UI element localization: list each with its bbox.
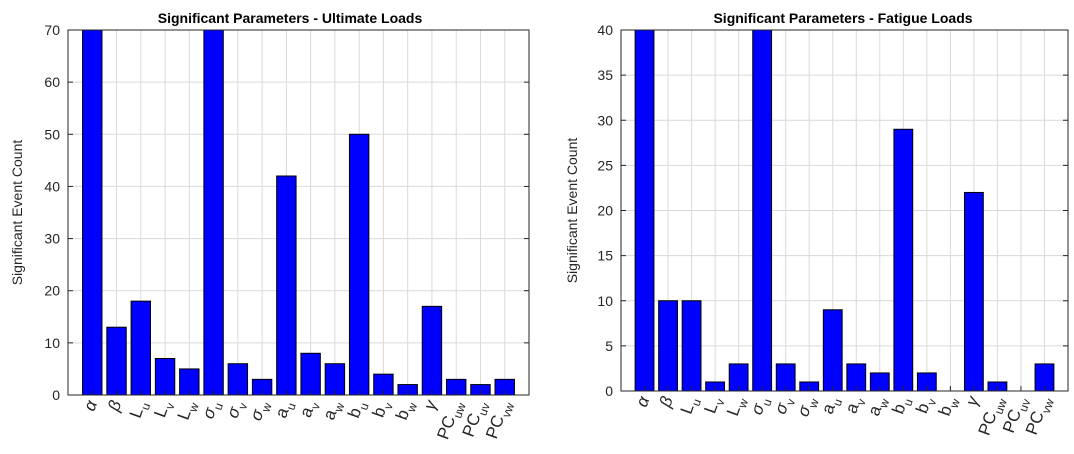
bar — [300, 352, 321, 396]
y-tick-label: 35 — [597, 67, 613, 83]
y-tick-label: 30 — [44, 231, 60, 247]
x-tick-label: σv — [771, 394, 799, 418]
x-tick-label: aw — [864, 394, 892, 420]
bar — [421, 305, 443, 396]
x-tick-label: σu — [198, 398, 226, 423]
y-axis-label: Significant Event Count — [9, 140, 25, 286]
bar — [82, 29, 103, 396]
y-tick-label: 10 — [597, 293, 613, 309]
y-axis-label: Significant Event Count — [564, 138, 580, 284]
fatigue-loads-chart: 0 5 10 15 20 25 30 35 40 α β LuLvLwσuσvσwauavawbubv… — [564, 10, 1069, 438]
bar — [658, 300, 678, 392]
y-tick-label: 5 — [605, 338, 613, 354]
y-tick-label: 20 — [44, 283, 60, 299]
x-tick-label: σu — [747, 394, 775, 419]
y-tick-label: 0 — [52, 387, 60, 403]
x-tick-label: Lv — [150, 398, 177, 421]
x-tick-label: bw — [392, 398, 420, 424]
x-tick-label: bu — [888, 394, 915, 418]
bar — [130, 300, 151, 396]
axes-box — [67, 29, 530, 396]
x-tick-label: β — [104, 398, 126, 415]
y-tick-label: 30 — [597, 112, 613, 128]
bar — [822, 309, 843, 392]
x-tick-label: bv — [912, 394, 939, 417]
x-tick-label: av — [842, 394, 869, 417]
x-tick-label: α — [632, 393, 654, 410]
y-tick-label: 70 — [44, 22, 60, 38]
y-tick-label: 40 — [597, 22, 613, 38]
y-tick-label: 50 — [44, 126, 60, 142]
x-tick-label: σw — [793, 394, 822, 421]
x-tick-label: Lv — [700, 394, 727, 417]
x-tick-label: bw — [935, 394, 963, 420]
x-tick-label: au — [818, 394, 845, 418]
x-tick-label: σv — [223, 398, 251, 422]
x-tick-label: β — [655, 394, 677, 411]
chart-title: Significant Parameters - Ultimate Loads — [158, 10, 423, 26]
bar — [963, 191, 984, 392]
x-tick-label: aw — [319, 398, 347, 424]
y-tick-label: 10 — [44, 335, 60, 351]
y-tick-label: 60 — [44, 74, 60, 90]
bar — [634, 29, 655, 392]
x-tick-label: PCuv — [999, 394, 1033, 437]
x-tick-label: σw — [246, 398, 275, 425]
x-tick-label: au — [271, 398, 298, 422]
bar — [681, 300, 702, 392]
chart-title: Significant Parameters - Fatigue Loads — [713, 10, 972, 26]
bar — [106, 326, 127, 396]
y-tick-label: 20 — [597, 203, 613, 219]
y-tick-label: 25 — [597, 157, 613, 173]
x-tick-label: α — [80, 397, 102, 414]
x-tick-label: Lw — [174, 398, 202, 424]
x-tick-label: Lw — [723, 394, 751, 420]
y-tick-label: 0 — [605, 383, 613, 399]
bar — [893, 128, 914, 392]
bar — [154, 358, 176, 396]
x-tick-label: av — [296, 398, 323, 421]
y-tick-label: 40 — [44, 178, 60, 194]
x-tick-label: γ — [962, 392, 983, 408]
ultimate-loads-chart: 0 10 20 30 40 50 60 70 α β LuLvLwσuσvσwauavawbubvb… — [9, 10, 530, 442]
x-tick-label: Lu — [126, 398, 153, 422]
y-tick-label: 15 — [597, 248, 613, 264]
x-tick-label: bu — [344, 398, 371, 422]
x-tick-label: bv — [369, 398, 396, 421]
bar — [348, 133, 370, 396]
bar — [203, 29, 224, 396]
x-tick-label: γ — [420, 396, 441, 412]
x-tick-label: Lu — [677, 394, 704, 418]
bar — [276, 175, 297, 396]
bar — [752, 29, 773, 392]
